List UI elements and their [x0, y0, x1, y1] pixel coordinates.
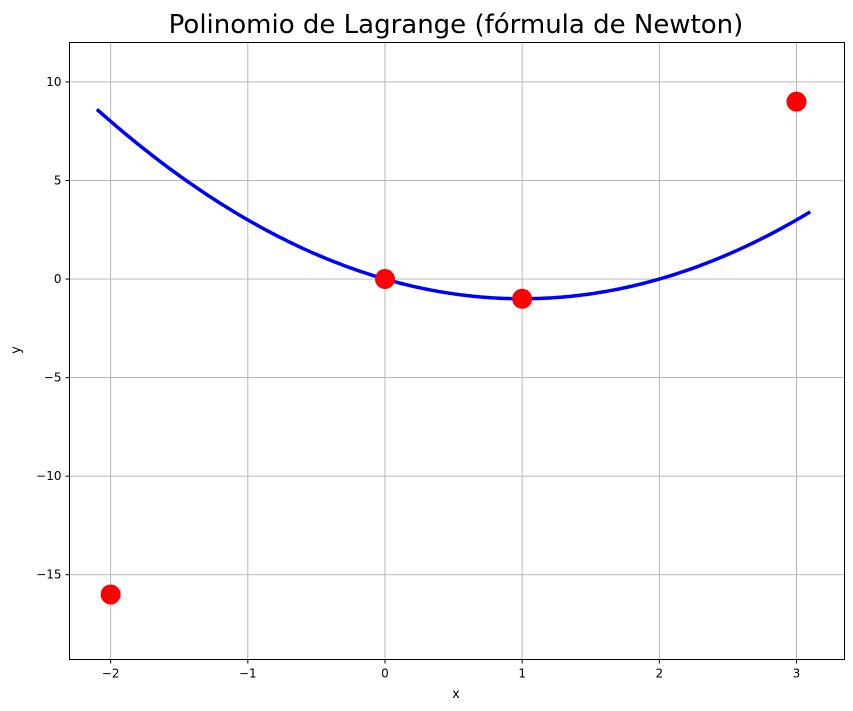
x-axis-label: x	[452, 687, 460, 702]
grid	[69, 42, 845, 660]
data-point	[374, 269, 395, 290]
y-tick-label: −5	[44, 371, 62, 385]
x-tick-label: 1	[518, 667, 526, 681]
chart-title: Polinomio de Lagrange (fórmula de Newton…	[169, 10, 744, 40]
x-tick-label: −1	[239, 667, 257, 681]
y-tick-label: −10	[36, 469, 61, 483]
x-tick-label: 3	[793, 667, 801, 681]
y-tick-label: 5	[54, 173, 62, 187]
x-tick-label: 0	[381, 667, 389, 681]
data-point	[786, 91, 807, 112]
y-tick-label: 0	[54, 272, 62, 286]
data-point	[512, 288, 533, 309]
y-tick-label: 10	[46, 75, 61, 89]
x-tick-label: −2	[102, 667, 120, 681]
y-tick-label: −15	[36, 568, 61, 582]
plot-area	[95, 91, 812, 605]
x-tick-label: 2	[656, 667, 664, 681]
interpolating-polynomial-line	[95, 108, 812, 301]
axes-frame	[69, 42, 845, 660]
data-point	[100, 584, 121, 605]
y-axis-label: y	[9, 346, 24, 354]
